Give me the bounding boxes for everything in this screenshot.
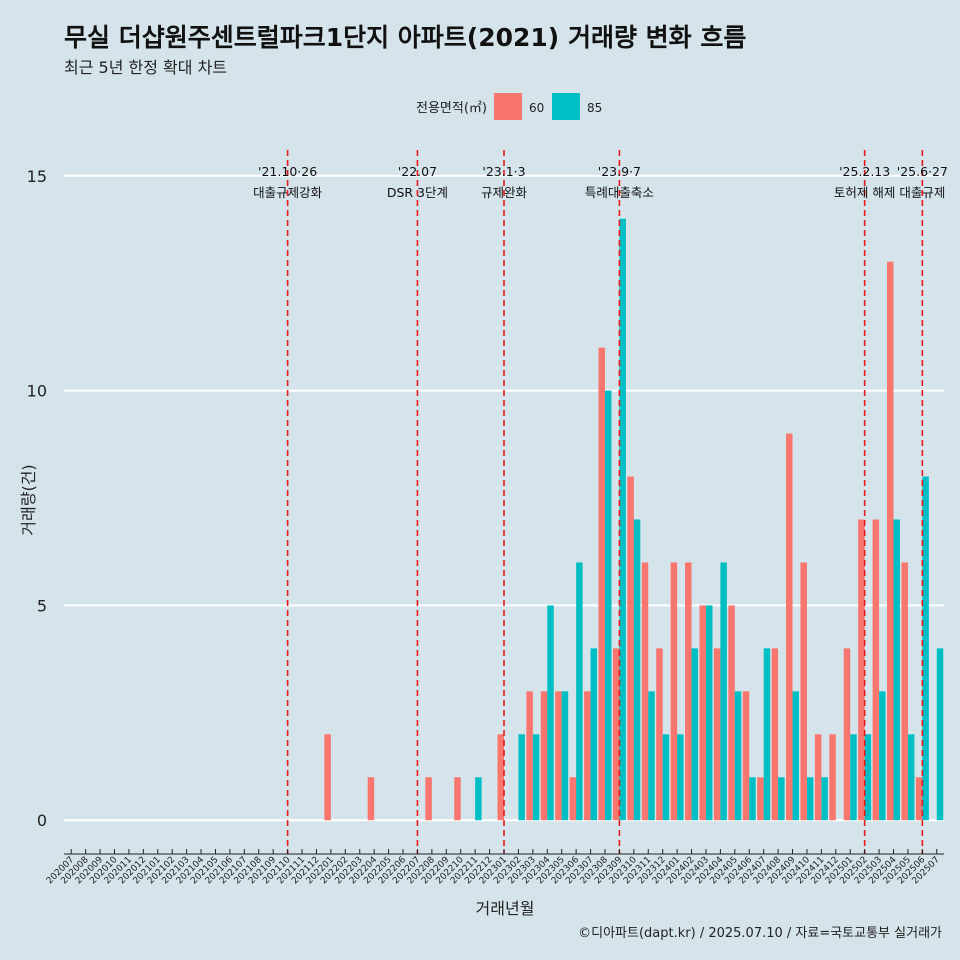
event-date-label: '23.1·3 [482, 164, 525, 179]
legend: 전용면적(㎡) 60 85 [416, 93, 602, 120]
bar-60-202312 [656, 648, 663, 821]
bar-85-202506 [922, 476, 929, 821]
bar-85-202302 [518, 734, 525, 821]
event-label: 대출규제강화 [253, 185, 323, 200]
bar-85-202408 [778, 777, 785, 821]
bar-60-202208 [425, 777, 432, 821]
event-date-label: '25.6·27 [897, 164, 948, 179]
bar-85-202401 [677, 734, 684, 821]
bar-85-202411 [821, 777, 828, 821]
bar-85-202505 [907, 734, 915, 821]
legend-swatch-85 [552, 93, 580, 120]
bar-60-202204 [367, 777, 375, 821]
bar-60-202405 [728, 605, 735, 821]
bar-85-202405 [734, 691, 742, 821]
event-date-label: '21.10·26 [258, 164, 317, 179]
chart-title: 무실 더샵원주센트럴파크1단지 아파트(2021) 거래량 변화 흐름 [64, 23, 747, 52]
bar-85-202407 [763, 648, 771, 821]
bar-85-202305 [561, 691, 569, 821]
axis-layer: 0510152020072020082020092020102020112020… [27, 167, 944, 886]
bar-85-202507 [936, 648, 944, 821]
bar-85-202410 [806, 777, 814, 821]
event-label: DSR 3단계 [387, 185, 448, 200]
x-axis-title: 거래년월 [476, 899, 535, 918]
bar-60-202310 [627, 476, 634, 821]
bar-60-202303 [526, 691, 533, 821]
bar-85-202404 [720, 562, 727, 821]
bar-85-202309 [619, 218, 626, 821]
bar-85-202312 [662, 734, 670, 821]
bar-60-202402 [685, 562, 692, 821]
legend-label-85: 85 [587, 101, 602, 115]
y-tick-label: 15 [27, 167, 47, 186]
bar-60-202401 [670, 562, 678, 821]
bar-85-202304 [547, 605, 554, 821]
bar-85-202310 [633, 519, 641, 821]
bars-layer [324, 218, 944, 821]
bar-60-202309 [612, 648, 620, 821]
bar-85-202409 [792, 691, 800, 821]
legend-label-60: 60 [529, 101, 544, 115]
bar-60-202503 [872, 519, 880, 821]
legend-swatch-60 [494, 93, 522, 120]
bar-60-202504 [887, 261, 894, 821]
bar-85-202307 [590, 648, 598, 821]
bar-60-202305 [555, 691, 562, 821]
bar-60-202410 [800, 562, 807, 821]
bar-60-202301 [497, 734, 504, 821]
chart-subtitle: 최근 5년 한정 확대 차트 [64, 58, 228, 77]
bar-60-202407 [757, 777, 764, 821]
bar-85-202406 [749, 777, 756, 821]
bar-60-202304 [540, 691, 548, 821]
bar-60-202306 [569, 777, 577, 821]
bar-60-202406 [742, 691, 750, 821]
bar-85-202403 [705, 605, 713, 821]
bar-60-202502 [858, 519, 865, 821]
event-date-label: '25.2.13 [839, 164, 890, 179]
bar-60-202408 [771, 648, 779, 821]
bar-60-202307 [584, 691, 591, 821]
event-date-label: '23.9·7 [598, 164, 641, 179]
bar-85-202501 [850, 734, 857, 821]
bar-60-202409 [786, 433, 793, 821]
bar-60-202210 [454, 777, 461, 821]
bar-85-202311 [648, 691, 655, 821]
bar-60-202403 [699, 605, 706, 821]
y-tick-label: 5 [37, 596, 47, 615]
bar-85-202211 [475, 777, 482, 821]
bar-85-202308 [604, 390, 612, 821]
event-label: 특례대출축소 [585, 185, 654, 200]
event-label: 규제완화 [481, 185, 528, 200]
bar-85-202402 [691, 648, 699, 821]
bar-85-202503 [879, 691, 886, 821]
y-axis-title: 거래량(건) [19, 464, 38, 535]
events-layer: '21.10·26 대출규제강화 '22.07 DSR 3단계 '23.1·3 규제완화 '… [253, 150, 948, 854]
event-label: 대출규제 [899, 185, 945, 200]
y-tick-label: 0 [37, 811, 47, 830]
event-label: 토허제 해제 [834, 185, 895, 200]
bar-60-202506 [915, 777, 923, 821]
bar-60-202411 [814, 734, 822, 821]
bar-85-202303 [532, 734, 540, 821]
bar-60-202311 [641, 562, 649, 821]
y-tick-label: 10 [27, 382, 47, 401]
bar-85-202504 [893, 519, 900, 821]
bar-60-202201 [324, 734, 331, 821]
legend-title: 전용면적(㎡) [416, 101, 487, 116]
bar-85-202502 [864, 734, 872, 821]
bar-60-202412 [829, 734, 836, 821]
bar-60-202404 [713, 648, 721, 821]
bar-85-202306 [576, 562, 583, 821]
event-date-label: '22.07 [398, 164, 437, 179]
source-caption: ©디아파트(dapt.kr) / 2025.07.10 / 자료=국토교통부 실… [578, 926, 942, 941]
bar-60-202308 [598, 347, 605, 821]
bar-60-202501 [843, 648, 851, 821]
bar-60-202505 [901, 562, 908, 821]
